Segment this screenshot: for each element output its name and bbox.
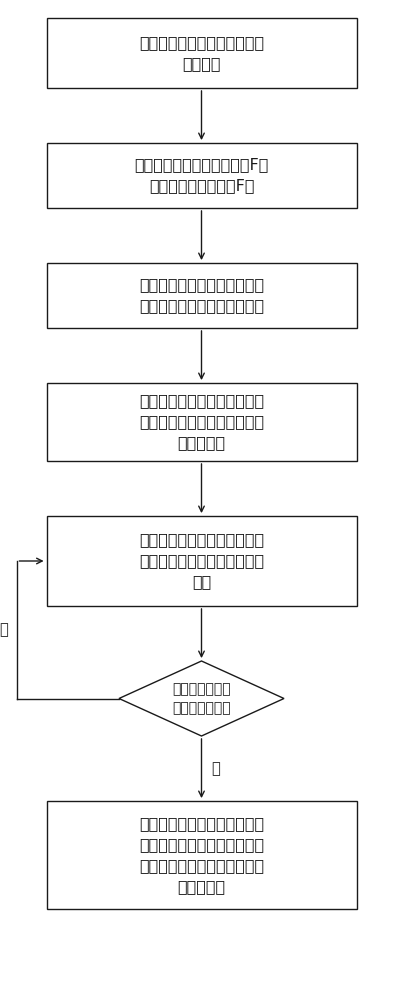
FancyBboxPatch shape — [46, 18, 357, 88]
Text: 是: 是 — [212, 761, 220, 776]
FancyBboxPatch shape — [46, 383, 357, 461]
Text: 建立仿真模型，获得面内最大
破坏强度和面外最大破坏强度: 建立仿真模型，获得面内最大 破坏强度和面外最大破坏强度 — [139, 277, 264, 314]
FancyBboxPatch shape — [46, 801, 357, 909]
Text: 制作面内剪切试验件和面外剥
离试验件: 制作面内剪切试验件和面外剥 离试验件 — [139, 35, 264, 71]
FancyBboxPatch shape — [46, 516, 357, 606]
Polygon shape — [119, 661, 284, 736]
Text: 获得最大面内剪切破坏载荷F切
和面外剥离破坏载荷F剥: 获得最大面内剪切破坏载荷F切 和面外剥离破坏载荷F剥 — [134, 157, 269, 194]
Text: 否: 否 — [0, 622, 8, 637]
Text: 获得各种工况条件下粘接胶层
的最大面内剪切应力和最大面
外剪切应力: 获得各种工况条件下粘接胶层 的最大面内剪切应力和最大面 外剪切应力 — [139, 393, 264, 450]
Text: 最大剪切应力小
于最大许用应力: 最大剪切应力小 于最大许用应力 — [172, 682, 231, 715]
FancyBboxPatch shape — [46, 263, 357, 328]
Text: 通过改动仿真模型，计算获得
不同缺陷位置、不同缺陷面积
以及不同胶层厚度条件下的胶
层应力变化: 通过改动仿真模型，计算获得 不同缺陷位置、不同缺陷面积 以及不同胶层厚度条件下的… — [139, 816, 264, 894]
FancyBboxPatch shape — [46, 143, 357, 208]
Text: 定义粘接胶层的最大许用应力
，并对比其与最大剪切应力的
大小: 定义粘接胶层的最大许用应力 ，并对比其与最大剪切应力的 大小 — [139, 532, 264, 589]
